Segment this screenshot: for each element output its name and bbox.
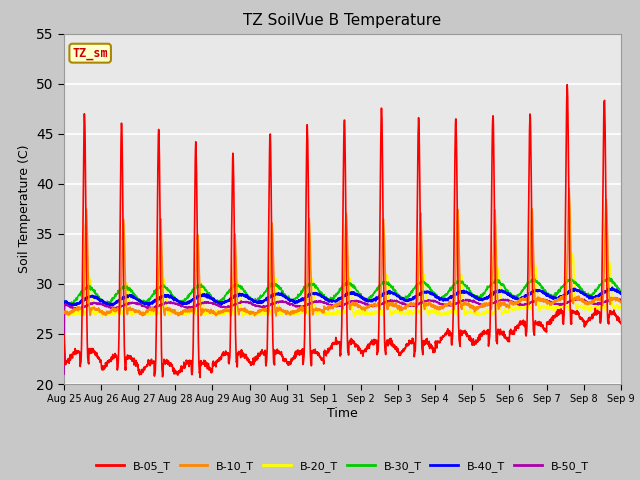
Title: TZ SoilVue B Temperature: TZ SoilVue B Temperature [243,13,442,28]
Legend: B-05_T, B-10_T, B-20_T, B-30_T, B-40_T, B-50_T: B-05_T, B-10_T, B-20_T, B-30_T, B-40_T, … [92,457,593,477]
Y-axis label: Soil Temperature (C): Soil Temperature (C) [17,144,31,273]
X-axis label: Time: Time [327,407,358,420]
Text: TZ_sm: TZ_sm [72,47,108,60]
